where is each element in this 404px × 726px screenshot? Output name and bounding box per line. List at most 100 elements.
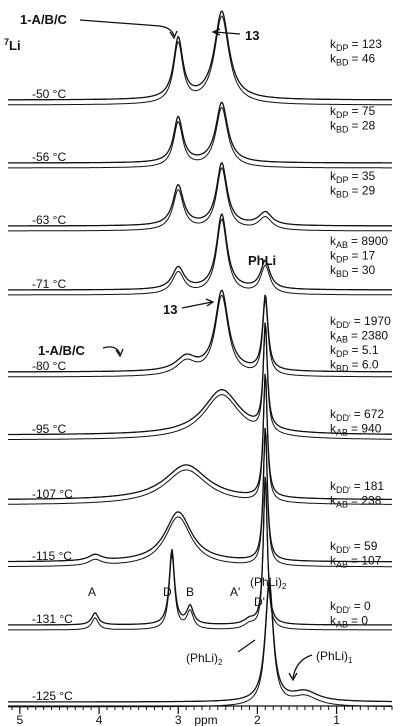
rate-subscript: DP (336, 255, 349, 265)
rate-symbol: k (330, 494, 337, 508)
annotation: (PhLi)2 (186, 651, 223, 667)
annotation: 13 (163, 302, 177, 317)
annotation: 1-A/B/C (20, 12, 68, 27)
arrow (79, 19, 161, 27)
spectrum-simulated (7, 378, 392, 505)
rate-symbol: k (330, 539, 337, 553)
rate-value: = 123 (352, 37, 383, 51)
spectrum-simulated (8, 583, 392, 708)
rate-constant: kDD' = 672 (330, 407, 384, 423)
rate-value: = 1970 (354, 314, 391, 328)
temperature-label: -56 °C (32, 150, 66, 164)
x-tick-label: 3 (175, 713, 182, 726)
rate-value: = 46 (352, 52, 376, 66)
spectrum (8, 212, 392, 291)
temperature-label: -131 °C (32, 612, 73, 626)
rate-subscript: BD (336, 364, 349, 374)
rate-symbol: k (330, 104, 337, 118)
arrows (79, 19, 313, 682)
annotation: A' (230, 585, 240, 599)
arrow (237, 639, 256, 653)
temperature-label: -107 °C (32, 487, 73, 501)
rate-constant: kDD' = 1970 (330, 314, 391, 330)
annotation-text: D (163, 585, 172, 599)
rate-subscript: DD' (336, 605, 351, 615)
rate-constant: kAB = 940 (330, 422, 382, 438)
spectrum (8, 161, 392, 227)
spectrum (8, 10, 392, 101)
rate-symbol: k (330, 314, 337, 328)
spectrum (8, 322, 392, 436)
rate-symbol: k (330, 249, 337, 263)
rate-value: = 238 (351, 494, 382, 508)
annotation-text: A (88, 585, 96, 599)
temperature-label: -50 °C (32, 87, 66, 101)
rate-constant: kBD = 28 (330, 119, 376, 135)
x-tick-label: 4 (96, 713, 103, 726)
annotation-subscript: 2 (282, 582, 287, 591)
arrow (292, 654, 313, 679)
rate-subscript: AB (336, 240, 348, 250)
rate-subscript: DP (336, 110, 349, 120)
rate-symbol: k (330, 614, 337, 628)
x-tick-label: 2 (254, 713, 261, 726)
x-tick-label: 5 (17, 713, 24, 726)
annotation-text: B (186, 585, 194, 599)
rate-symbol: k (330, 329, 337, 343)
rate-constant: kDD' = 59 (330, 539, 378, 555)
rate-symbol: k (330, 263, 337, 277)
rate-value: = 672 (354, 407, 385, 421)
rate-value: = 5.1 (352, 343, 379, 357)
rate-value: = 181 (354, 479, 385, 493)
annotation-text: 1-A/B/C (20, 12, 68, 27)
annotation-text: 13 (245, 28, 259, 43)
annotation-text: D' (254, 595, 265, 609)
nucleus-label: 7Li (4, 37, 21, 53)
spectrum (8, 578, 392, 703)
rate-symbol: k (330, 343, 337, 357)
rate-value: = 940 (351, 422, 382, 436)
arrow-head (288, 672, 298, 682)
rate-subscript: DD' (336, 320, 351, 330)
annotation-text: 13 (163, 302, 177, 317)
annotation-subscript: 2 (218, 658, 223, 667)
annotation-text: 1-A/B/C (38, 343, 86, 358)
annotation: D (163, 585, 172, 599)
annotation-text: (PhLi) (186, 651, 218, 665)
temperature-label: -80 °C (32, 359, 66, 373)
arrow (102, 346, 121, 355)
rate-value: = 17 (352, 249, 376, 263)
rate-symbol: k (330, 407, 337, 421)
rate-subscript: DD' (336, 485, 351, 495)
spectrum (8, 289, 392, 373)
rate-subscript: AB (336, 620, 348, 630)
annotation: PhLi (248, 253, 276, 268)
rate-symbol: k (330, 358, 337, 372)
rate-subscript: DP (336, 349, 349, 359)
rate-symbol: k (330, 169, 337, 183)
annotation-text: (PhLi) (250, 575, 282, 589)
rate-value: = 29 (352, 184, 376, 198)
annotation: 1-A/B/C (38, 343, 86, 358)
rate-symbol: k (330, 37, 337, 51)
rate-value: = 59 (354, 539, 378, 553)
rate-subscript: AB (336, 335, 348, 345)
arrow (214, 31, 241, 35)
rate-subscript: DP (336, 175, 349, 185)
nucleus-mass: 7 (4, 37, 9, 47)
rate-value: = 0 (354, 599, 371, 613)
rate-constant: kDP = 5.1 (330, 343, 379, 359)
x-axis-label: ppm (194, 713, 217, 726)
rate-subscript: DP (336, 43, 349, 53)
rate-value: = 30 (352, 263, 376, 277)
spectrum-simulated (8, 167, 392, 232)
rate-constant: kDP = 17 (330, 249, 376, 265)
annotation-text: PhLi (248, 253, 276, 268)
spectrum (8, 427, 392, 563)
rate-subscript: BD (336, 269, 349, 279)
rate-value: = 8900 (351, 234, 388, 248)
arrow (159, 25, 175, 37)
rate-subscript: AB (336, 560, 348, 570)
temperature-label: -63 °C (32, 213, 66, 227)
